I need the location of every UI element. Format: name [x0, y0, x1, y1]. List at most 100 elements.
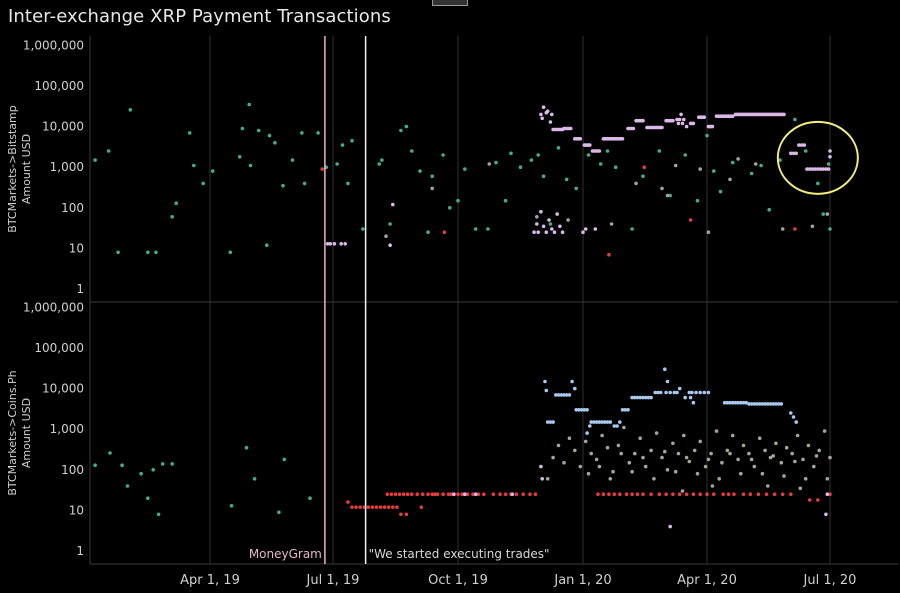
data-point-blue [545, 420, 550, 424]
data-point-pink [797, 143, 801, 147]
moneygram-annotation: MoneyGram [249, 547, 322, 561]
data-point-pink [825, 492, 830, 497]
data-point-pink [536, 230, 540, 234]
data-point-red [721, 492, 725, 497]
data-point-grey [609, 222, 614, 226]
y-axis-title: BTCMarkets->Coins.PhAmount USD [6, 370, 33, 495]
data-point-blue [643, 395, 648, 400]
data-point-red [664, 492, 668, 497]
data-point-green [108, 451, 112, 455]
data-point-blue [641, 395, 645, 400]
data-point-grey [654, 431, 659, 435]
data-point-blue [755, 402, 759, 406]
data-point-blue [658, 390, 663, 395]
y-tick-label: 100 [61, 463, 84, 477]
data-point-green [256, 128, 261, 133]
data-point-blue [594, 420, 599, 424]
data-point-blue [630, 395, 634, 400]
data-point-green [335, 162, 339, 166]
data-point-grey [710, 484, 715, 488]
data-point-pink [539, 464, 543, 469]
data-point-grey [567, 436, 572, 441]
data-point-red [410, 492, 414, 497]
data-point-blue [757, 402, 762, 406]
data-point-pink [452, 492, 456, 497]
data-point-blue [664, 390, 668, 395]
data-point-pink [581, 230, 585, 234]
data-point-pink [679, 112, 683, 117]
data-point-pink [782, 112, 786, 117]
data-point-green [430, 174, 435, 178]
data-point-grey [825, 212, 830, 216]
data-point-red [618, 492, 622, 497]
data-point-green [695, 198, 700, 203]
data-point-grey [673, 163, 678, 168]
data-point-green [426, 230, 430, 234]
data-point-blue [585, 408, 589, 412]
data-point-red [419, 505, 424, 510]
data-point-green [778, 158, 782, 162]
y-tick-label: 100,000 [34, 79, 84, 93]
data-point-pink [702, 115, 707, 119]
data-point-red [764, 492, 769, 497]
data-point-green [308, 496, 312, 501]
data-point-grey [828, 455, 832, 460]
data-point-red [521, 492, 525, 497]
data-point-blue [577, 408, 581, 412]
data-point-green [192, 163, 196, 168]
data-point-blue [564, 393, 569, 397]
y-tick-label: 1,000 [50, 422, 84, 436]
data-point-red [491, 492, 496, 497]
data-point-green [240, 126, 245, 131]
data-point-red [514, 492, 519, 497]
data-point-red [635, 492, 640, 497]
data-point-blue [739, 400, 743, 405]
data-point-grey [673, 469, 678, 474]
data-point-pink [828, 155, 832, 159]
y-tick-label: 1,000,000 [23, 38, 84, 52]
data-point-grey [660, 186, 664, 191]
data-point-green [128, 108, 133, 112]
data-point-green [556, 146, 561, 150]
data-point-green [160, 462, 165, 466]
data-point-green [793, 117, 797, 122]
data-point-blue [694, 390, 698, 395]
data-point-red [498, 492, 502, 497]
data-point-red [793, 227, 797, 231]
data-point-grey [793, 459, 797, 464]
data-point-grey [698, 167, 702, 171]
data-point-pink [325, 242, 330, 246]
data-point-red [712, 492, 716, 497]
data-point-grey [736, 157, 740, 161]
data-point-green [518, 165, 523, 169]
data-point-pink [597, 149, 602, 153]
data-point-green [248, 163, 253, 168]
data-point-red [471, 492, 475, 497]
data-point-pink [826, 167, 831, 171]
data-point-green [290, 158, 295, 162]
y-axis-title-line2: Amount USD [20, 134, 33, 204]
window-handle[interactable] [432, 0, 468, 6]
data-point-grey [730, 433, 735, 438]
data-point-blue [668, 390, 672, 395]
data-point-grey [430, 186, 435, 191]
data-point-blue [763, 402, 767, 406]
data-point-red [397, 492, 402, 497]
data-point-pink [671, 118, 675, 123]
data-point-red [741, 492, 746, 497]
data-point-green [529, 158, 534, 162]
data-point-pink [550, 112, 554, 117]
data-point-pink [391, 202, 395, 207]
data-point-blue [551, 420, 555, 424]
y-axis-title-line1: BTCMarkets->Coins.Ph [6, 370, 19, 495]
data-point-red [688, 218, 693, 222]
data-point-grey [782, 474, 786, 478]
data-point-grey [649, 448, 653, 453]
data-point-green [574, 186, 578, 191]
data-point-green [388, 222, 392, 226]
data-point-grey [665, 468, 670, 472]
data-point-green [340, 143, 345, 147]
data-point-pink [791, 151, 796, 156]
data-point-green [463, 167, 467, 171]
data-point-blue [722, 400, 727, 405]
